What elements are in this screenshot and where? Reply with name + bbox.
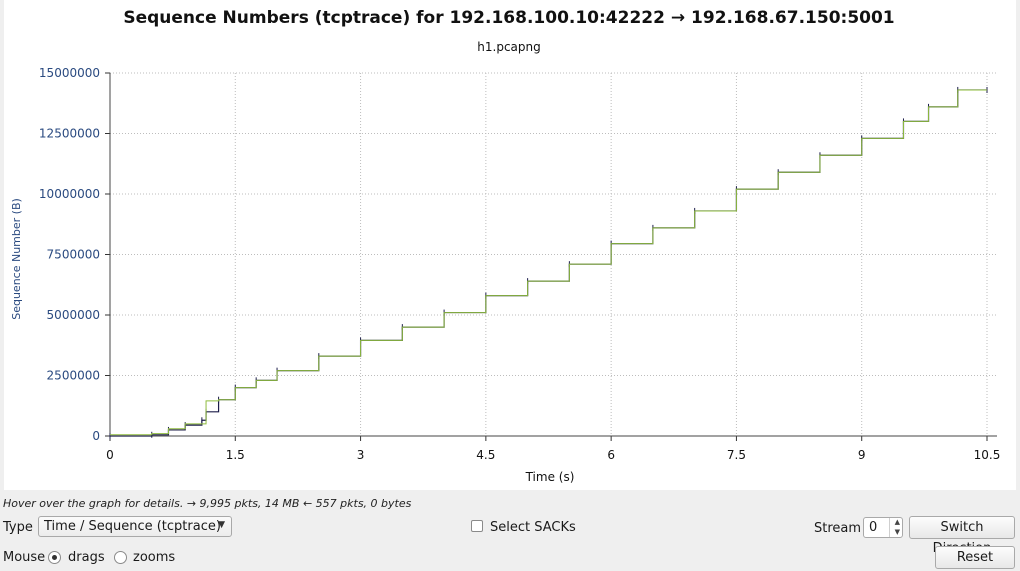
zooms-radio[interactable] xyxy=(114,551,127,564)
mouse-label: Mouse xyxy=(3,550,46,565)
y-tick-label: 12500000 xyxy=(39,127,100,141)
x-tick-label: 4.5 xyxy=(476,448,495,462)
x-tick-label: 1.5 xyxy=(226,448,245,462)
x-tick-label: 10.5 xyxy=(974,448,1001,462)
x-tick-label: 0 xyxy=(106,448,114,462)
x-tick-label: 6 xyxy=(607,448,615,462)
y-tick-label: 5000000 xyxy=(47,308,100,322)
sequence-chart[interactable]: 0 1.5 3 4.5 6 7.5 9 10.5 0 2500000 5000000 7500000 1… xyxy=(4,0,1016,490)
stream-value: 0 xyxy=(869,520,878,535)
y-tick-label: 0 xyxy=(92,429,100,443)
graph-panel[interactable]: 0 1.5 3 4.5 6 7.5 9 10.5 0 2500000 5000000 7500000 1… xyxy=(4,0,1016,490)
y-axis-label: Sequence Number (B) xyxy=(10,198,23,320)
type-select[interactable]: Time / Sequence (tcptrace) ▼ xyxy=(38,516,232,537)
stream-label: Stream xyxy=(814,521,862,536)
zooms-label[interactable]: zooms xyxy=(133,550,176,565)
window-series-line xyxy=(110,89,987,436)
x-tick-label: 7.5 xyxy=(727,448,746,462)
chevron-down-icon: ▼ xyxy=(218,520,225,530)
y-tick-label: 15000000 xyxy=(39,66,100,80)
y-tick-label: 2500000 xyxy=(47,369,100,383)
status-hint: Hover over the graph for details. → 9,99… xyxy=(3,497,412,510)
drags-label[interactable]: drags xyxy=(68,550,105,565)
spin-up-icon[interactable]: ▲ xyxy=(894,518,900,526)
type-label: Type xyxy=(3,520,33,535)
y-tick-label: 7500000 xyxy=(47,248,100,262)
sequence-series-line xyxy=(110,89,987,437)
chart-title: Sequence Numbers (tcptrace) for 192.168.… xyxy=(123,8,894,28)
x-axis-label: Time (s) xyxy=(525,470,575,484)
stream-spinbox[interactable]: 0 ▲ ▼ xyxy=(863,517,903,538)
switch-direction-button[interactable]: Switch Direction xyxy=(909,516,1015,556)
x-tick-label: 9 xyxy=(858,448,866,462)
select-sacks-label[interactable]: Select SACKs xyxy=(490,520,576,535)
type-select-value: Time / Sequence (tcptrace) xyxy=(44,519,221,534)
chart-subtitle: h1.pcapng xyxy=(477,40,540,54)
drags-radio[interactable] xyxy=(48,551,61,564)
reset-button[interactable]: Reset xyxy=(935,546,1015,569)
x-tick-label: 3 xyxy=(357,448,365,462)
select-sacks-checkbox[interactable] xyxy=(471,520,483,532)
spin-divider xyxy=(889,518,890,537)
y-tick-label: 10000000 xyxy=(39,187,100,201)
spin-down-icon[interactable]: ▼ xyxy=(894,528,900,536)
